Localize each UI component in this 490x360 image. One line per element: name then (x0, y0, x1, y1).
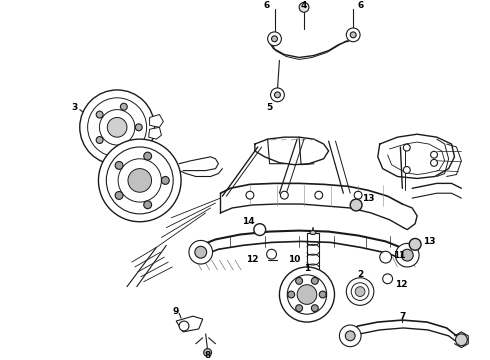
Circle shape (456, 334, 467, 346)
Circle shape (161, 176, 169, 184)
Circle shape (128, 168, 151, 192)
Text: 13: 13 (423, 237, 435, 246)
Circle shape (88, 98, 147, 157)
Circle shape (144, 201, 151, 209)
Circle shape (401, 249, 413, 261)
Circle shape (279, 267, 335, 322)
Circle shape (383, 274, 392, 284)
Circle shape (80, 90, 154, 165)
Circle shape (118, 159, 161, 202)
Circle shape (350, 32, 356, 38)
Circle shape (288, 291, 294, 298)
Circle shape (96, 136, 103, 144)
Circle shape (280, 191, 288, 199)
Text: 8: 8 (204, 351, 211, 360)
Circle shape (395, 243, 419, 267)
Polygon shape (176, 316, 203, 332)
Circle shape (350, 199, 362, 211)
Circle shape (107, 117, 127, 137)
Text: 14: 14 (242, 217, 254, 226)
Text: 7: 7 (399, 312, 406, 321)
Circle shape (271, 36, 277, 42)
Text: 11: 11 (393, 251, 406, 260)
Text: 10: 10 (288, 255, 300, 264)
Circle shape (319, 291, 326, 298)
Circle shape (295, 278, 302, 284)
Text: 2: 2 (357, 270, 363, 279)
Text: 5: 5 (267, 103, 273, 112)
Text: 12: 12 (395, 280, 408, 289)
Circle shape (403, 144, 410, 151)
Circle shape (431, 151, 438, 158)
Circle shape (268, 32, 281, 46)
Circle shape (144, 152, 151, 160)
Ellipse shape (310, 280, 316, 284)
Text: 6: 6 (358, 1, 364, 10)
Circle shape (115, 192, 123, 199)
Circle shape (409, 238, 421, 250)
Circle shape (121, 144, 127, 151)
Circle shape (98, 139, 181, 222)
Circle shape (99, 109, 135, 145)
Circle shape (179, 321, 189, 331)
Circle shape (106, 147, 173, 214)
Circle shape (270, 88, 284, 102)
Circle shape (299, 3, 309, 12)
Circle shape (115, 162, 123, 169)
Circle shape (403, 167, 410, 174)
Circle shape (267, 249, 276, 259)
Circle shape (315, 191, 323, 199)
Text: 12: 12 (245, 255, 258, 264)
Circle shape (311, 305, 318, 312)
Circle shape (431, 159, 438, 166)
Circle shape (135, 124, 142, 131)
Circle shape (380, 251, 392, 263)
Circle shape (121, 103, 127, 110)
Circle shape (351, 283, 369, 301)
Circle shape (345, 331, 355, 341)
Circle shape (346, 28, 360, 42)
Circle shape (355, 287, 365, 297)
Circle shape (246, 191, 254, 199)
Text: 6: 6 (264, 1, 270, 10)
Circle shape (297, 285, 317, 304)
Text: 1: 1 (304, 265, 310, 274)
Circle shape (189, 240, 213, 264)
Circle shape (195, 246, 207, 258)
Polygon shape (148, 127, 161, 139)
Circle shape (274, 92, 280, 98)
Text: 3: 3 (72, 103, 78, 112)
Circle shape (295, 305, 302, 312)
Circle shape (254, 224, 266, 235)
Text: 13: 13 (362, 194, 374, 203)
Polygon shape (149, 114, 163, 127)
Text: 4: 4 (301, 1, 307, 10)
Circle shape (96, 111, 103, 118)
Text: 9: 9 (173, 307, 179, 316)
Circle shape (311, 278, 318, 284)
Circle shape (354, 191, 362, 199)
Ellipse shape (310, 231, 316, 234)
Circle shape (204, 348, 212, 356)
Circle shape (287, 275, 327, 314)
Circle shape (346, 278, 374, 305)
Circle shape (340, 325, 361, 347)
